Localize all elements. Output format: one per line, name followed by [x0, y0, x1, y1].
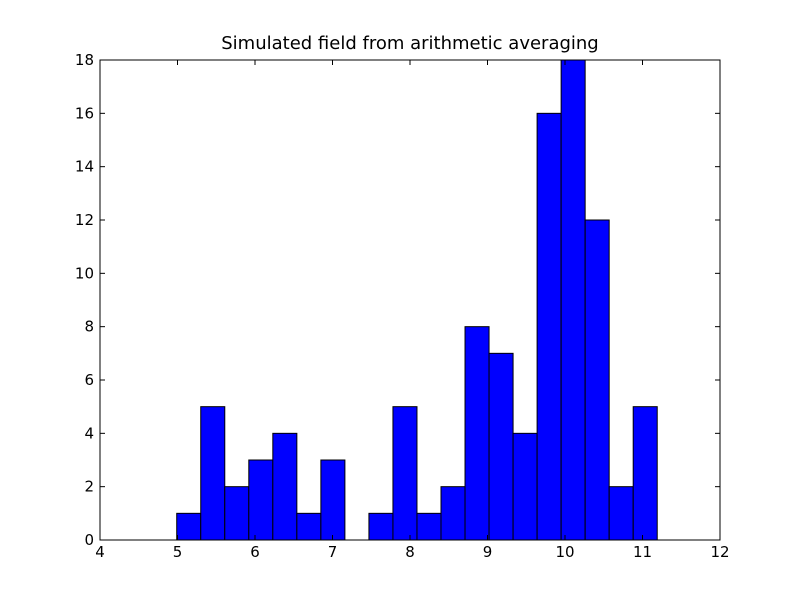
histogram-bar	[200, 406, 226, 541]
histogram-bar	[392, 406, 418, 541]
y-tick-label: 16	[75, 104, 94, 122]
histogram-bar	[560, 59, 586, 541]
histogram-bar	[464, 326, 490, 541]
x-tick-label: 10	[555, 543, 574, 561]
chart-title: Simulated field from arithmetic averagin…	[221, 33, 598, 54]
y-tick-label: 10	[75, 264, 94, 282]
histogram-bar	[272, 432, 298, 541]
x-tick-label: 6	[250, 543, 260, 561]
y-tick-label: 4	[84, 424, 94, 442]
histogram-bar	[632, 406, 658, 541]
histogram-bar	[536, 112, 562, 541]
histogram-bar	[224, 486, 250, 541]
x-tick-label: 4	[95, 543, 105, 561]
y-tick-label: 6	[84, 371, 94, 389]
y-tick-label: 8	[84, 318, 94, 336]
plot-frame	[99, 59, 721, 541]
y-tick-label: 12	[75, 211, 94, 229]
histogram-bar	[512, 432, 538, 541]
histogram-bar	[608, 486, 634, 541]
histogram-bar	[296, 512, 322, 541]
x-tick-label: 7	[328, 543, 338, 561]
bars-group	[176, 59, 658, 541]
y-tick-label: 0	[84, 531, 94, 549]
histogram-bar	[584, 219, 610, 541]
histogram-bar	[488, 352, 514, 541]
x-tick-label: 8	[405, 543, 415, 561]
x-tick-label: 12	[710, 543, 729, 561]
histogram-bar	[248, 459, 274, 541]
histogram-bar	[176, 512, 202, 541]
x-tick-label: 11	[633, 543, 652, 561]
x-tick-label: 9	[483, 543, 493, 561]
y-tick-label: 2	[84, 478, 94, 496]
histogram-bar	[416, 512, 442, 541]
histogram-bar	[440, 486, 466, 541]
y-tick-label: 18	[75, 51, 94, 69]
histogram-bar	[320, 459, 346, 541]
y-tick-label: 14	[75, 158, 94, 176]
x-tick-label: 5	[173, 543, 183, 561]
histogram-bar	[368, 512, 394, 541]
